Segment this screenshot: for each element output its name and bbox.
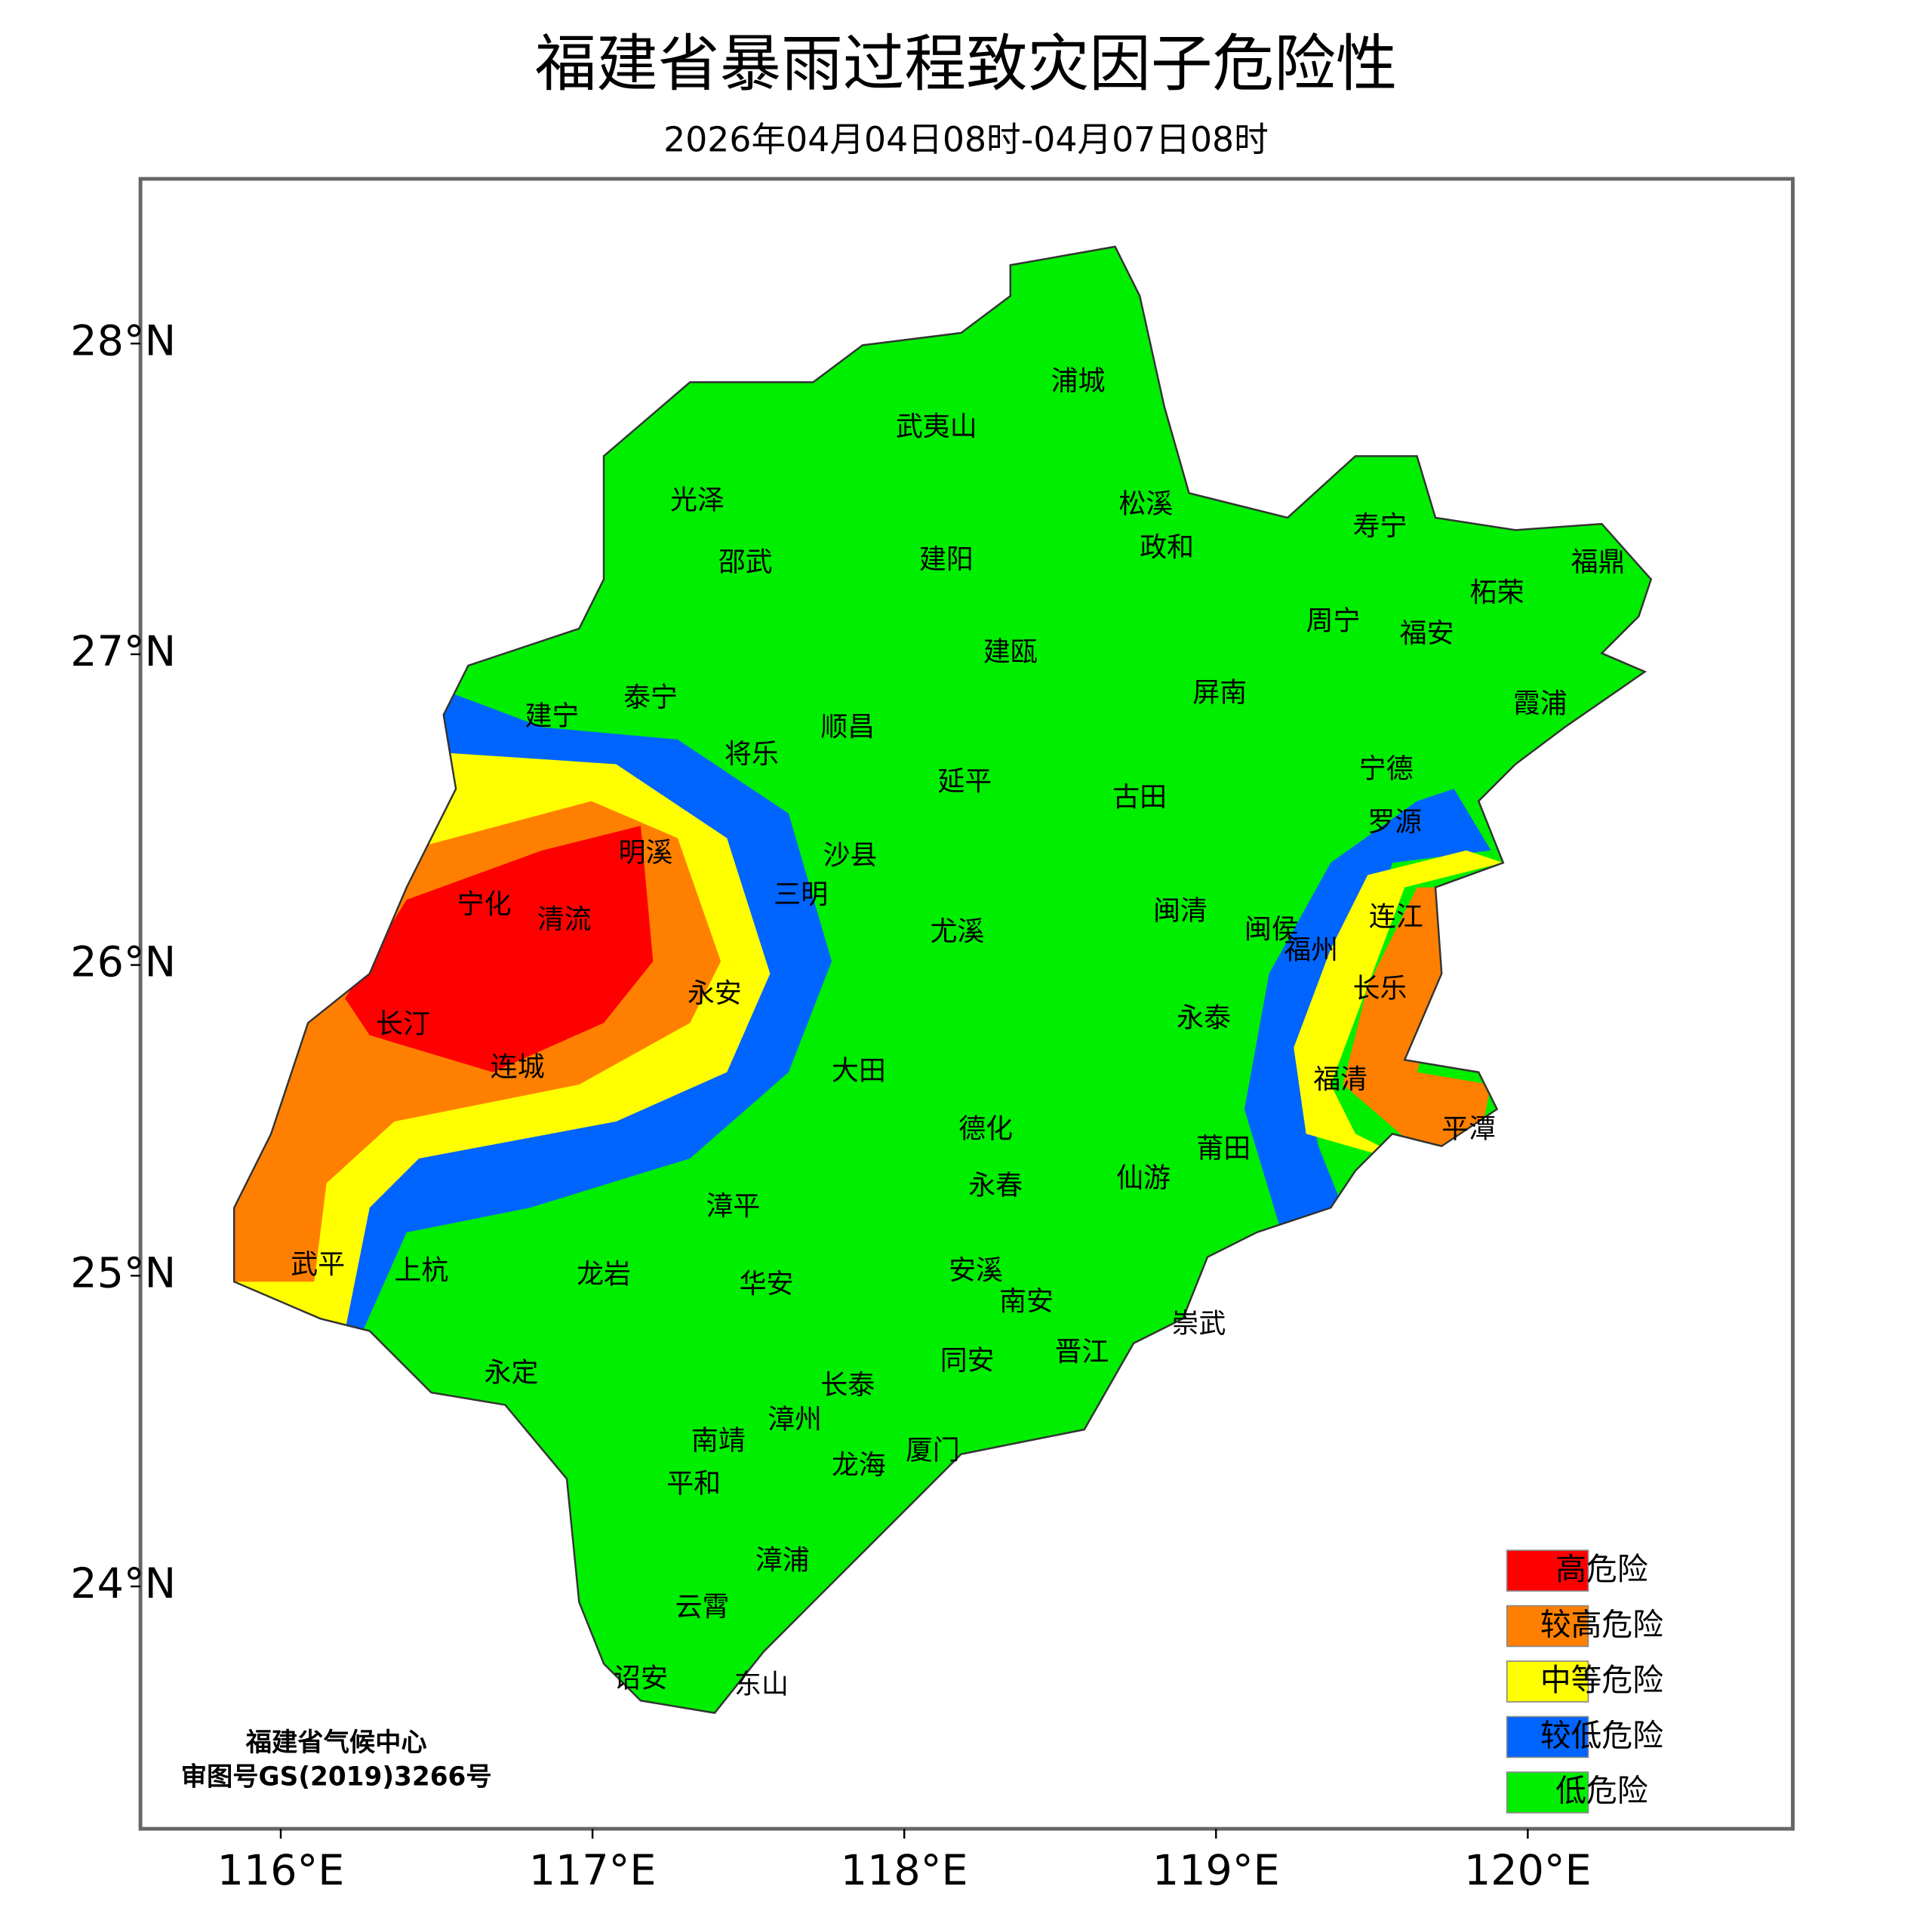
place-label: 建阳	[919, 544, 974, 575]
place-label: 平和	[666, 1469, 721, 1500]
place-label: 武夷山	[896, 411, 977, 442]
x-tick-label: 118°E	[841, 1846, 968, 1895]
place-label: 古田	[1112, 782, 1167, 813]
place-label: 寿宁	[1353, 511, 1407, 542]
place-label: 崇武	[1172, 1308, 1226, 1339]
place-label: 永泰	[1177, 1002, 1231, 1033]
place-label: 长汀	[376, 1009, 430, 1040]
credit: 福建省气候中心	[245, 1728, 427, 1758]
place-label: 永定	[485, 1358, 539, 1389]
place-label: 霞浦	[1513, 688, 1567, 719]
place-label: 松溪	[1118, 489, 1173, 520]
place-label: 连城	[491, 1052, 545, 1083]
map-title: 福建省暴雨过程致灾因子危险性	[535, 28, 1398, 100]
place-label: 龙岩	[577, 1259, 631, 1290]
y-tick-label: 24°N	[70, 1559, 176, 1608]
y-tick-label: 25°N	[70, 1248, 176, 1297]
place-label: 尤溪	[931, 916, 985, 947]
place-label: 将乐	[724, 739, 779, 770]
place-label: 龙海	[832, 1450, 886, 1481]
legend-swatch	[1506, 1771, 1589, 1814]
place-label: 莆田	[1196, 1134, 1251, 1165]
place-label: 漳浦	[755, 1545, 810, 1576]
place-label: 南安	[999, 1286, 1054, 1317]
place-label: 云霄	[675, 1592, 730, 1623]
place-label: 晋江	[1055, 1337, 1109, 1368]
zone-medium	[1294, 850, 1503, 1183]
place-label: 福安	[1400, 618, 1454, 649]
place-label: 福鼎	[1571, 546, 1626, 577]
place-label: 屏南	[1192, 677, 1247, 708]
credit: 审图号GS(2019)3266号	[181, 1762, 492, 1792]
y-tick-label: 26°N	[70, 938, 176, 987]
place-label: 同安	[940, 1345, 995, 1376]
place-label: 浦城	[1051, 365, 1106, 396]
place-label: 宁德	[1359, 754, 1414, 785]
place-label: 泰宁	[623, 682, 678, 713]
place-label: 闽清	[1153, 895, 1208, 926]
place-label: 明溪	[619, 838, 673, 869]
place-label: 政和	[1140, 532, 1194, 563]
place-label: 福州	[1284, 935, 1338, 966]
zone-high	[345, 826, 654, 1072]
place-label: 福清	[1313, 1064, 1367, 1095]
place-label: 漳州	[768, 1405, 822, 1436]
place-label: 上杭	[394, 1255, 448, 1286]
place-label: 仙游	[1116, 1163, 1171, 1194]
place-label: 武平	[291, 1249, 345, 1280]
place-label: 永安	[688, 978, 742, 1009]
legend-label: 中等危险	[1540, 1662, 1663, 1698]
place-label: 长泰	[820, 1370, 875, 1401]
place-label: 厦门	[906, 1436, 960, 1466]
legend-swatch	[1506, 1660, 1589, 1703]
place-label: 长乐	[1353, 973, 1407, 1004]
map-subtitle: 2026年04月04日08时-04月07日08时	[663, 120, 1269, 160]
place-label: 柘荣	[1470, 577, 1524, 608]
place-label: 南靖	[691, 1425, 746, 1456]
place-label: 永春	[968, 1170, 1023, 1201]
y-tick-label: 28°N	[70, 316, 176, 365]
place-label: 东山	[734, 1669, 789, 1700]
place-label: 安溪	[949, 1255, 1003, 1286]
place-label: 宁化	[457, 889, 512, 920]
place-label: 沙县	[823, 840, 878, 871]
place-label: 漳平	[706, 1191, 761, 1222]
place-label: 延平	[937, 766, 992, 797]
legend-label: 低危险	[1555, 1773, 1647, 1809]
place-label: 建瓯	[983, 637, 1038, 668]
legend-label: 高危险	[1555, 1551, 1647, 1587]
place-label: 诏安	[614, 1663, 668, 1694]
place-label: 邵武	[718, 546, 773, 577]
legend-swatch	[1506, 1549, 1589, 1592]
y-tick-label: 27°N	[70, 627, 176, 676]
place-label: 平潭	[1441, 1113, 1496, 1144]
place-label: 罗源	[1367, 807, 1422, 838]
place-label: 华安	[740, 1269, 794, 1300]
place-label: 连江	[1369, 902, 1423, 933]
place-label: 大田	[832, 1056, 886, 1087]
place-label: 闽侯	[1244, 914, 1299, 945]
x-tick-label: 116°E	[217, 1846, 345, 1895]
place-label: 德化	[958, 1113, 1013, 1144]
place-label: 清流	[537, 904, 592, 935]
place-label: 建宁	[525, 700, 580, 731]
place-label: 顺昌	[820, 712, 875, 743]
x-tick-label: 119°E	[1152, 1846, 1280, 1895]
legend-swatch	[1506, 1716, 1589, 1759]
legend-label: 较高危险	[1540, 1606, 1663, 1642]
place-label: 三明	[774, 879, 828, 910]
place-label: 光泽	[670, 485, 724, 516]
legend-swatch	[1506, 1605, 1589, 1648]
place-label: 周宁	[1306, 606, 1361, 637]
x-tick-label: 117°E	[529, 1846, 657, 1895]
legend-label: 较低危险	[1540, 1717, 1663, 1753]
x-tick-label: 120°E	[1464, 1846, 1592, 1895]
